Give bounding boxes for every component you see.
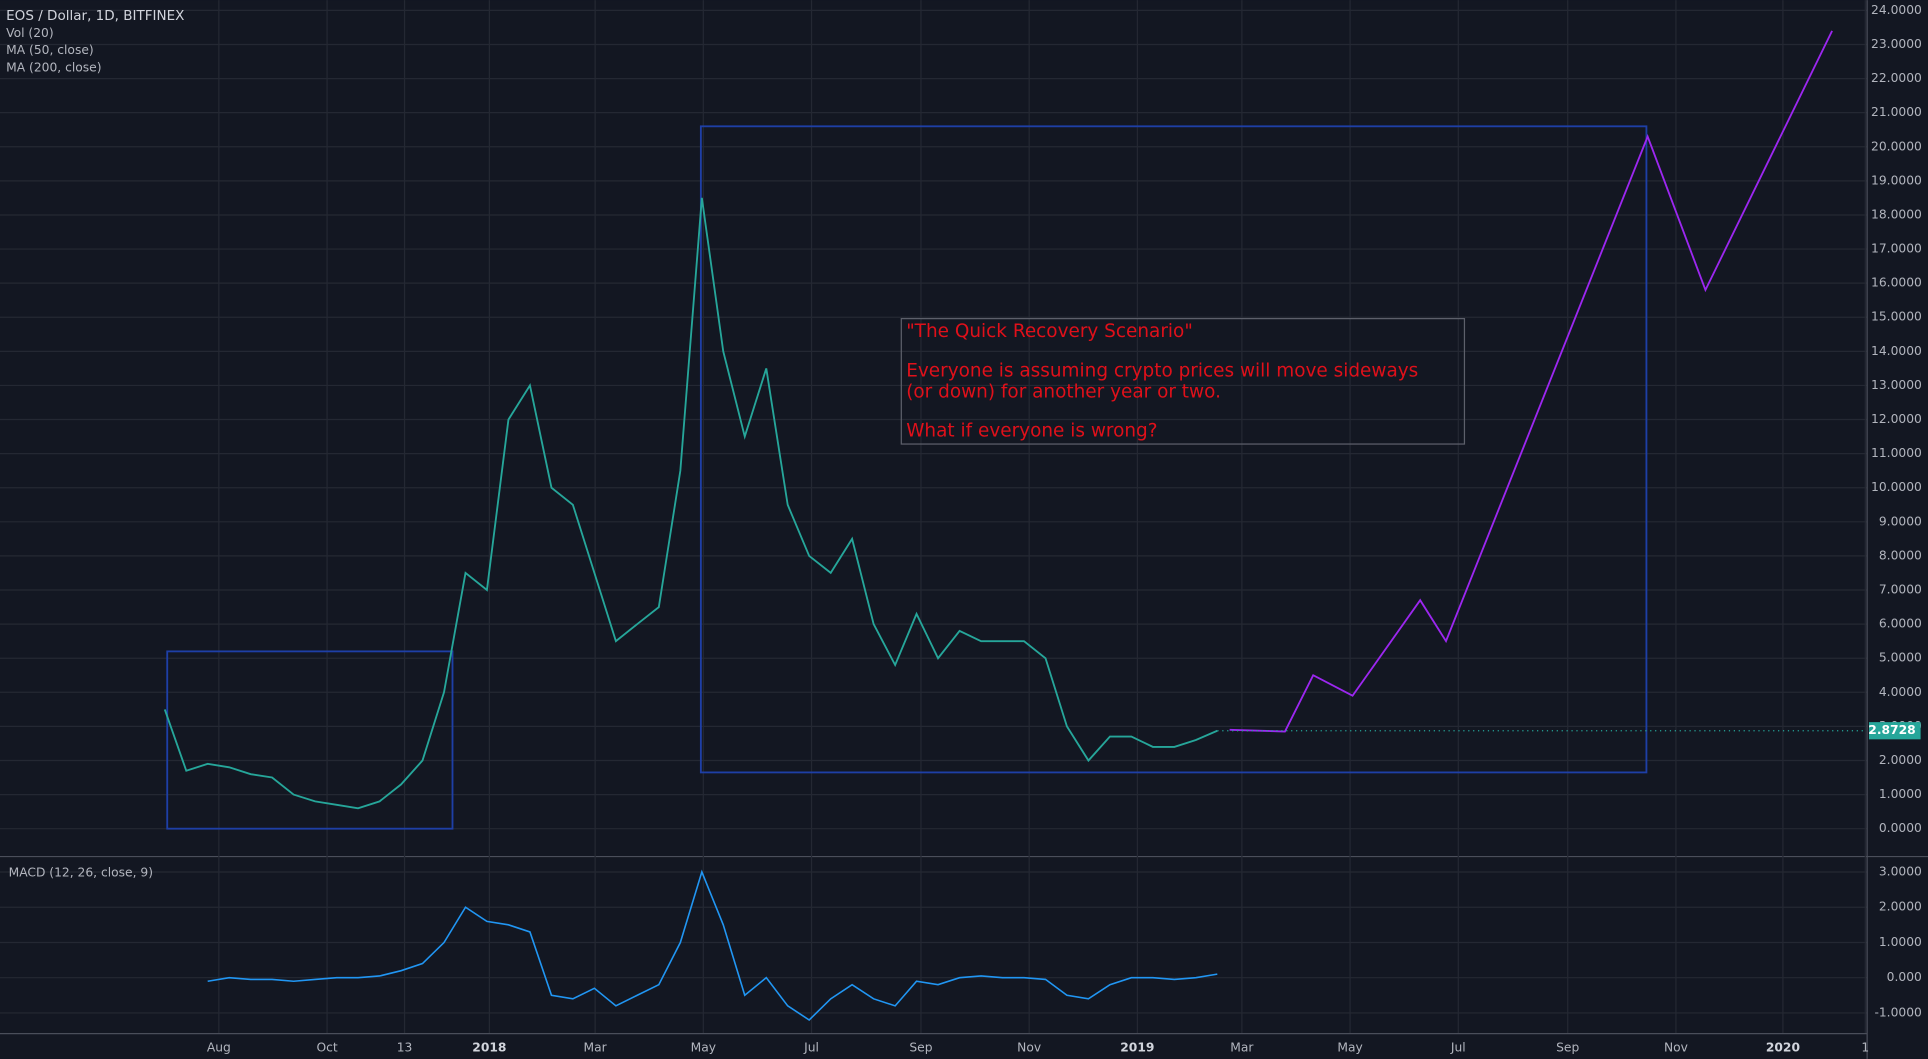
y-tick-label: 13.0000 [1871, 378, 1922, 392]
y-tick-label: 15.0000 [1871, 310, 1922, 324]
x-tick-label: Jul [803, 1040, 819, 1054]
macd-tick-label: 2.0000 [1879, 900, 1922, 914]
last-price-tag [1868, 722, 1921, 740]
x-tick-label: Nov [1017, 1040, 1041, 1054]
x-tick-label: May [691, 1040, 716, 1054]
y-tick-label: 24.0000 [1871, 3, 1922, 17]
x-tick-label: 2018 [472, 1040, 506, 1054]
y-tick-label: 4.0000 [1879, 685, 1922, 699]
macd-tick-label: -1.0000 [1874, 1005, 1921, 1019]
macd-tick-label: 1.0000 [1879, 935, 1922, 949]
annotation-box [900, 318, 1466, 445]
macd-line [207, 869, 1218, 1022]
legend-ma50: MA (50, close) [6, 43, 94, 57]
y-tick-label: 5.0000 [1879, 651, 1922, 665]
y-tick-label: 9.0000 [1879, 514, 1922, 528]
y-tick-label: 1.0000 [1879, 787, 1922, 801]
x-tick-label: 1 [1861, 1040, 1869, 1054]
price-line [163, 197, 1218, 810]
y-tick-label: 21.0000 [1871, 105, 1922, 119]
y-tick-label: 2.0000 [1879, 753, 1922, 767]
x-tick-label: Nov [1664, 1040, 1688, 1054]
legend-vol: Vol (20) [6, 26, 54, 40]
plot [163, 30, 1867, 1022]
y-tick-label: 14.0000 [1871, 344, 1922, 358]
x-tick-label: Sep [909, 1040, 932, 1054]
annotation-title: "The Quick Recovery Scenario" [906, 321, 1193, 342]
macd-tick-label: 3.0000 [1879, 864, 1922, 878]
x-tick-label: 13 [397, 1040, 413, 1054]
y-tick-label: 19.0000 [1871, 173, 1922, 187]
legend-symbol: EOS / Dollar, 1D, BITFINEX [6, 8, 184, 24]
annotation-line: Everyone is assuming crypto prices will … [906, 360, 1418, 381]
y-tick-label: 23.0000 [1871, 37, 1922, 51]
y-tick-label: 17.0000 [1871, 242, 1922, 256]
x-tick-label: May [1337, 1040, 1362, 1054]
y-tick-label: 11.0000 [1871, 446, 1922, 460]
x-tick-label: Mar [584, 1040, 608, 1054]
legend-ma200: MA (200, close) [6, 60, 101, 74]
x-tick-label: 2020 [1766, 1040, 1800, 1054]
y-tick-label: 0.0000 [1879, 821, 1922, 835]
projection-line [1229, 30, 1833, 733]
drawn-box [699, 125, 1648, 774]
y-tick-label: 12.0000 [1871, 412, 1922, 426]
x-tick-label: Sep [1556, 1040, 1579, 1054]
y-tick-label: 22.0000 [1871, 71, 1922, 85]
annotation-line: (or down) for another year or two. [906, 381, 1221, 402]
x-tick-label: Jul [1450, 1040, 1466, 1054]
y-tick-label: 8.0000 [1879, 548, 1922, 562]
macd-title: MACD (12, 26, close, 9) [9, 866, 153, 880]
y-tick-label: 10.0000 [1871, 480, 1922, 494]
x-tick-label: Aug [207, 1040, 231, 1054]
x-tick-label: 2019 [1120, 1040, 1154, 1054]
y-tick-label: 6.0000 [1879, 617, 1922, 631]
y-tick-label: 16.0000 [1871, 276, 1922, 290]
drawn-box [166, 650, 454, 830]
x-tick-label: Oct [316, 1040, 337, 1054]
y-tick-label: 7.0000 [1879, 583, 1922, 597]
x-tick-label: Mar [1230, 1040, 1254, 1054]
annotation-line: What if everyone is wrong? [906, 421, 1157, 442]
y-tick-label: 20.0000 [1871, 139, 1922, 153]
macd-tick-label: 0.000 [1887, 970, 1922, 984]
y-tick-label: 18.0000 [1871, 207, 1922, 221]
grid [0, 0, 1867, 1034]
last-price-label: 2.8728 [1868, 723, 1915, 737]
